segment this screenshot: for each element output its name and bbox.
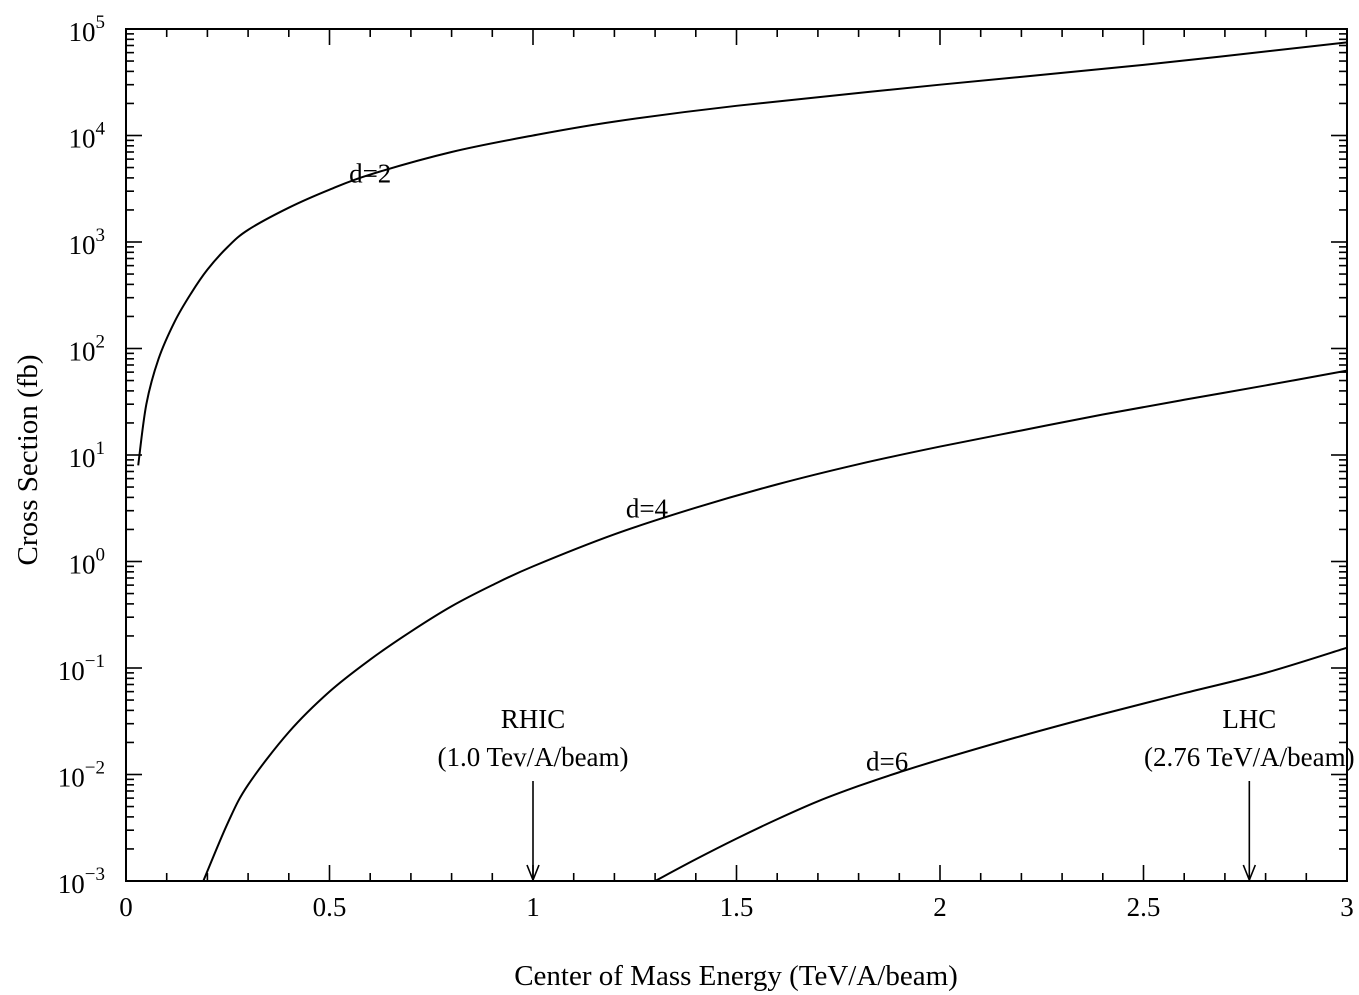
lhc-arrow-head xyxy=(1242,864,1257,883)
lhc-energy-label: (2.76 TeV/A/beam) xyxy=(1144,742,1355,772)
rhic-arrow-head xyxy=(526,864,540,883)
x-axis-title: Center of Mass Energy (TeV/A/beam) xyxy=(514,960,958,992)
x-tick-label: 2 xyxy=(933,892,947,922)
x-tick-label: 0.5 xyxy=(313,892,347,922)
y-tick-label: 10−2 xyxy=(58,758,105,793)
series-label-3: d=6 xyxy=(866,747,908,777)
x-tick-label: 2.5 xyxy=(1127,892,1161,922)
series-line-3 xyxy=(654,646,1347,881)
series-label-2: d=4 xyxy=(626,494,669,524)
x-tick-label: 1 xyxy=(526,892,540,922)
lhc-label: LHC xyxy=(1222,704,1276,734)
y-tick-label: 100 xyxy=(69,545,106,580)
y-axis-title: Cross Section (fb) xyxy=(12,354,44,565)
plot-area: 0 0.5 1 1.5 2 2.5 3 10−3 10−2 10−1 100 101 102 103 104… xyxy=(58,12,1355,922)
x-tick-label: 0 xyxy=(119,892,133,922)
y-tick-label: 103 xyxy=(69,225,106,260)
series-line-2 xyxy=(202,369,1347,881)
series-line-1 xyxy=(137,41,1347,466)
y-tick-label: 10−1 xyxy=(58,651,105,686)
y-tick-label: 101 xyxy=(69,438,106,473)
rhic-label: RHIC xyxy=(501,704,566,734)
rhic-energy-label: (1.0 Tev/A/beam) xyxy=(437,742,628,772)
y-tick-label: 104 xyxy=(69,119,106,154)
y-tick-label: 10−3 xyxy=(58,864,105,899)
series-label-1: d=2 xyxy=(349,158,391,188)
y-tick-label: 105 xyxy=(69,12,106,47)
x-tick-label: 1.5 xyxy=(720,892,754,922)
y-tick-label: 102 xyxy=(69,332,106,367)
x-tick-label: 3 xyxy=(1340,892,1354,922)
